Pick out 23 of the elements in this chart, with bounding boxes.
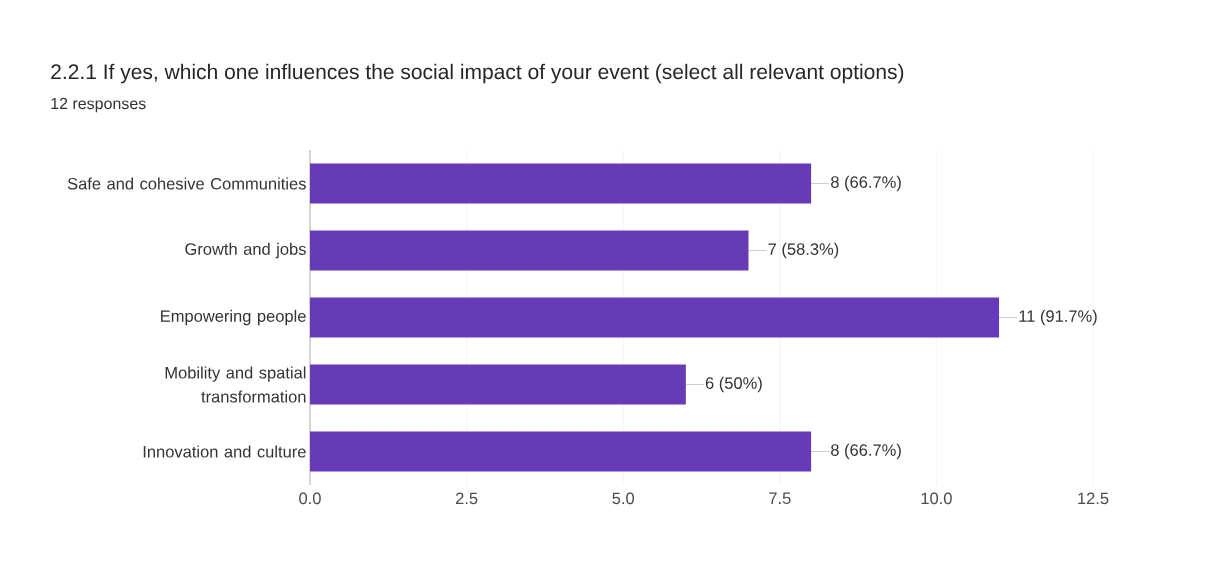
data-label: 6 (50%)	[705, 376, 762, 393]
text: 12 responses	[51, 97, 146, 113]
bar	[310, 230, 749, 271]
x-tick-label: 10.0	[921, 492, 952, 505]
y-tick-label: Mobility and spatial transformation	[165, 366, 306, 403]
x-tick-label: 12.5	[1078, 492, 1109, 505]
data-label: 8 (66.7%)	[831, 443, 901, 460]
x-tick-label: 2.5	[455, 492, 478, 505]
y-tick-label: Innovation and culture	[143, 445, 306, 458]
bar	[310, 364, 686, 405]
bar	[310, 163, 812, 204]
data-label: 8 (66.7%)	[831, 175, 901, 192]
data-label: 7 (58.3%)	[768, 242, 839, 259]
data-label: 11 (91.7%)	[1019, 309, 1097, 326]
x-tick-label: 7.5	[769, 492, 791, 505]
y-tick-label: Empowering people	[161, 309, 306, 326]
y-tick-label: Safe and cohesive Communities	[67, 177, 306, 190]
x-tick-label: 5.0	[612, 492, 635, 505]
x-tick-label: 0.0	[299, 492, 321, 505]
chart-title: 2.2.1 If yes, which one influences the social impact of your event (select all relevant options)	[51, 63, 904, 84]
y-tick-label: Growth and jobs	[185, 242, 306, 259]
bar	[310, 297, 1000, 338]
bar	[310, 431, 812, 472]
